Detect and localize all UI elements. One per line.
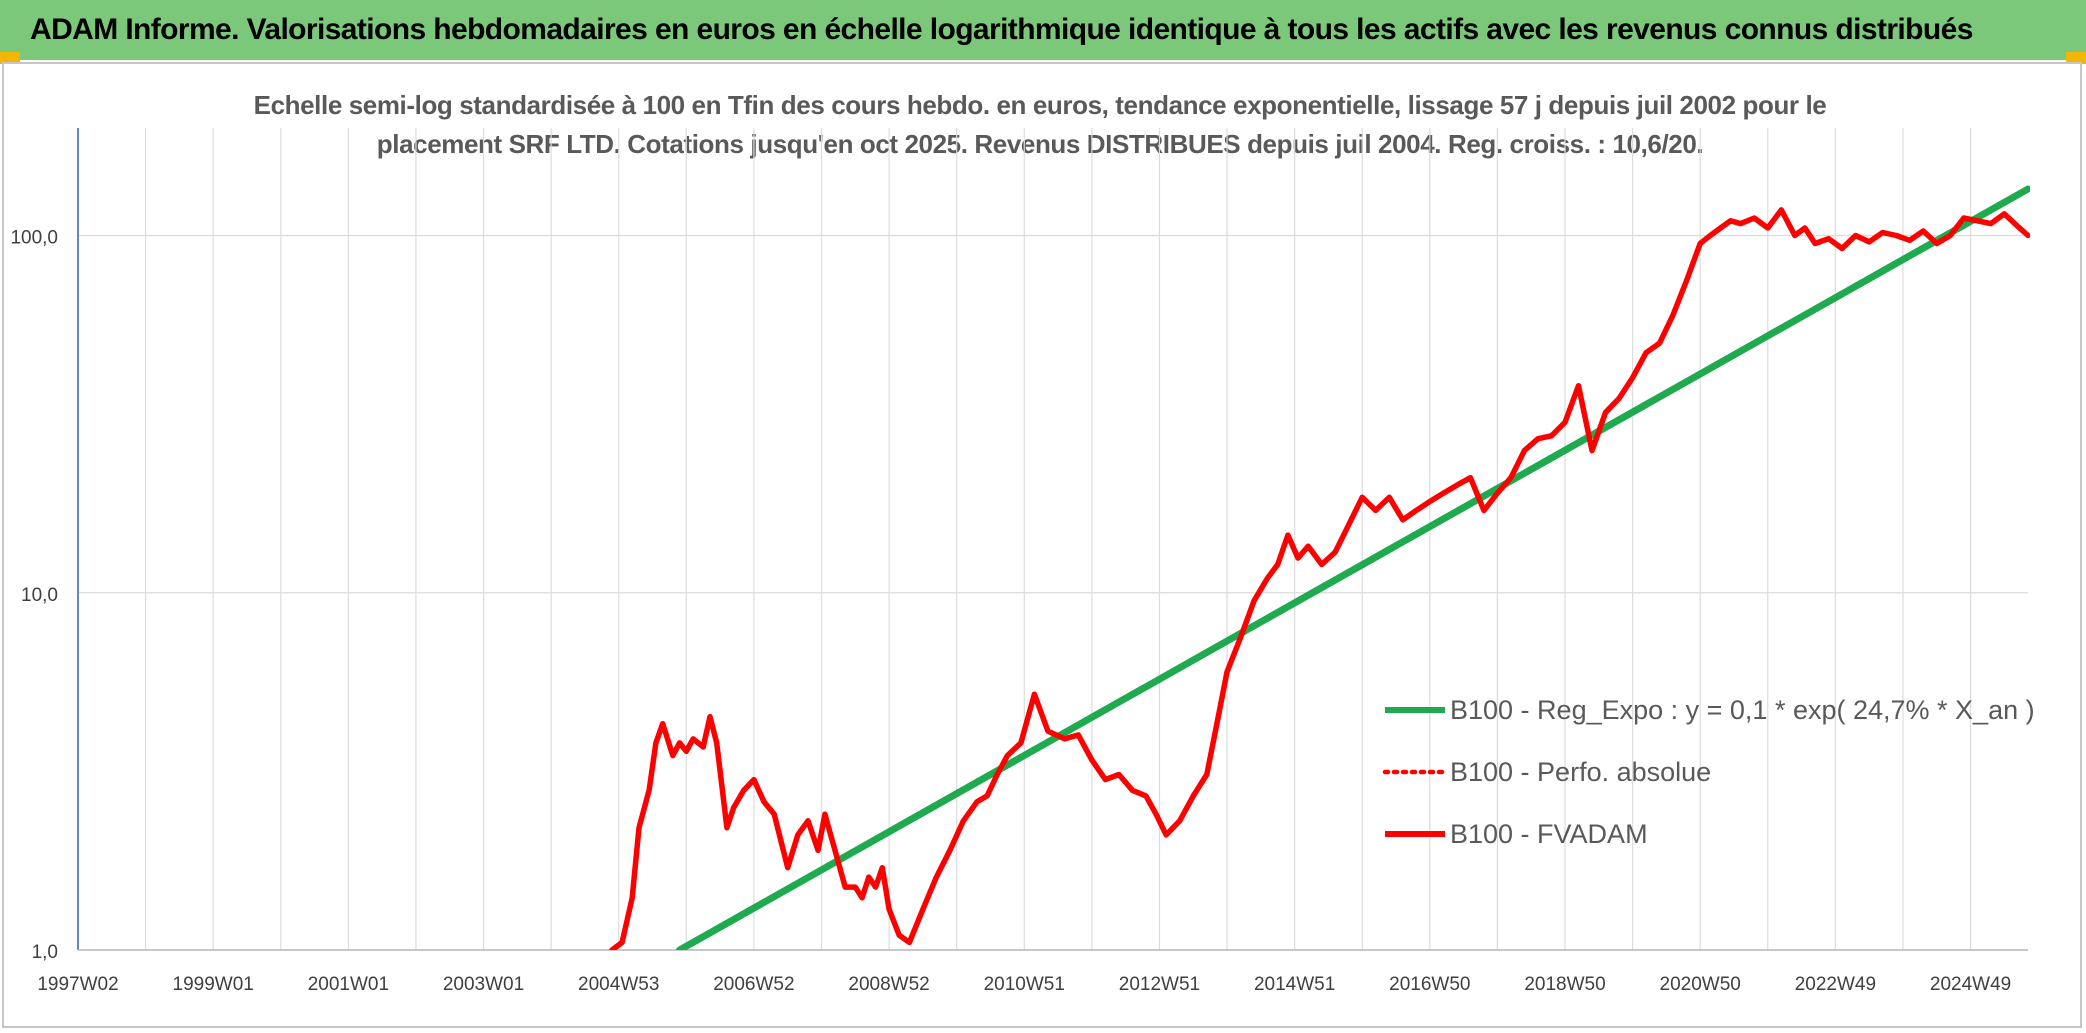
banner-title: ADAM Informe. Valorisations hebdomadaire… [30, 13, 1973, 46]
x-tick-label: 2020W50 [1660, 974, 1741, 995]
x-tick-label: 2010W51 [984, 974, 1065, 995]
series [609, 185, 2030, 950]
corner-marker-left [0, 52, 20, 64]
x-tick-label: 2018W50 [1524, 974, 1605, 995]
x-tick-label: 2006W52 [713, 974, 794, 995]
y-tick-label: 100,0 [10, 228, 58, 249]
grid [78, 128, 2028, 950]
legend: B100 - Reg_Expo : y = 0,1 * exp( 24,7% *… [1382, 695, 2035, 849]
series-line-2 [609, 207, 2030, 950]
x-tick-label: 2012W51 [1119, 974, 1200, 995]
chart-title-line-1: Echelle semi-log standardisée à 100 en T… [253, 90, 1827, 120]
x-tick-label: 1997W02 [37, 974, 118, 995]
x-tick-label: 2004W53 [578, 974, 659, 995]
y-tick-label: 1,0 [32, 942, 58, 963]
legend-label-2: B100 - FVADAM [1450, 819, 1648, 849]
chart-title-line-2: placement SRF LTD. Cotations jusqu'en oc… [376, 129, 1704, 159]
x-tick-label: 2003W01 [443, 974, 524, 995]
chart-title: Echelle semi-log standardisée à 100 en T… [240, 86, 1840, 164]
x-tick-label: 1999W01 [173, 974, 254, 995]
y-tick-label: 10,0 [21, 585, 58, 606]
x-tick-label: 2016W50 [1389, 974, 1470, 995]
corner-marker-right [2066, 52, 2086, 64]
x-tick-label: 2001W01 [308, 974, 389, 995]
legend-label-0: B100 - Reg_Expo : y = 0,1 * exp( 24,7% *… [1450, 695, 2035, 725]
x-tick-label: 2022W49 [1795, 974, 1876, 995]
legend-label-1: B100 - Perfo. absolue [1450, 757, 1711, 787]
x-tick-label: 2008W52 [848, 974, 929, 995]
series-line-0 [676, 185, 2030, 950]
axes: 1,0 10,0 100,0 1997W02 1999W01 2001W01 2003W01… [10, 128, 2028, 995]
banner: ADAM Informe. Valorisations hebdomadaire… [0, 0, 2086, 60]
x-tick-label: 2014W51 [1254, 974, 1335, 995]
x-tick-label: 2024W49 [1930, 974, 2011, 995]
